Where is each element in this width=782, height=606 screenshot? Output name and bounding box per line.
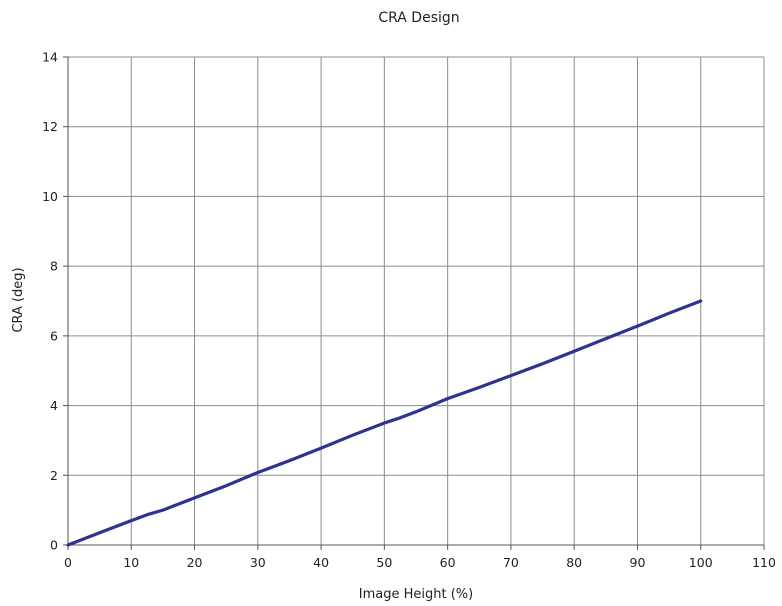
x-tick-label: 80	[566, 555, 582, 570]
x-tick-label: 50	[376, 555, 392, 570]
x-tick-label: 60	[440, 555, 456, 570]
y-tick-label: 2	[50, 468, 58, 483]
x-tick-label: 90	[630, 555, 646, 570]
y-tick-label: 12	[42, 119, 58, 134]
chart-title: CRA Design	[378, 10, 459, 26]
y-tick-label: 0	[50, 538, 58, 553]
y-tick-label: 6	[50, 328, 58, 343]
x-tick-label: 70	[503, 555, 519, 570]
x-tick-label: 100	[689, 555, 713, 570]
grid-lines	[68, 56, 765, 545]
series-line-cra	[66, 299, 703, 547]
x-tick-label: 30	[250, 555, 266, 570]
x-tick-label: 0	[64, 555, 72, 570]
axis-ticks: 0 10 20 30 40 50 60 70 80 90 100 110 0 2 4 6 8 10 12 14	[42, 50, 776, 571]
x-axis-label: Image Height (%)	[359, 587, 473, 602]
y-tick-label: 8	[50, 259, 58, 274]
x-tick-label: 110	[752, 555, 776, 570]
x-tick-label: 40	[313, 555, 329, 570]
x-tick-label: 10	[123, 555, 139, 570]
x-tick-label: 20	[187, 555, 203, 570]
y-tick-label: 14	[42, 50, 58, 65]
y-axis-label: CRA (deg)	[11, 267, 26, 332]
series-layer	[66, 299, 703, 547]
y-tick-label: 10	[42, 189, 58, 204]
y-tick-label: 4	[50, 398, 58, 413]
